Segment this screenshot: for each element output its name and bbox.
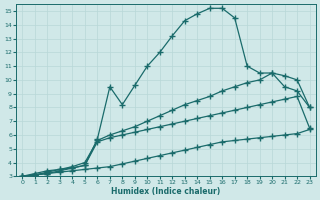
X-axis label: Humidex (Indice chaleur): Humidex (Indice chaleur)	[111, 187, 221, 196]
